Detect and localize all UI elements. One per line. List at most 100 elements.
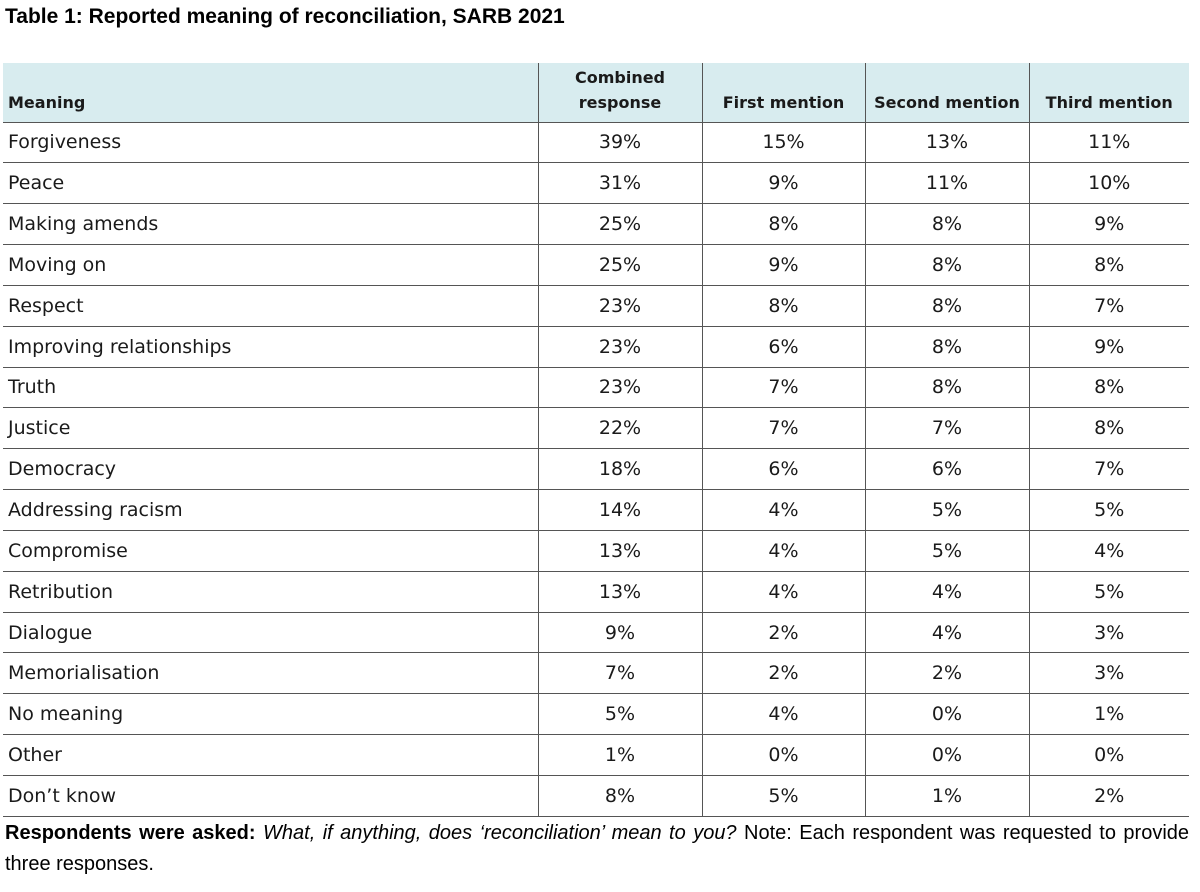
cell-second-mention: 5% <box>864 489 1029 531</box>
cell-combined-response: 31% <box>537 162 702 205</box>
cell-third-mention: 3% <box>1028 612 1189 654</box>
table-row: Peace 31% 9% 11% 10% <box>3 162 1189 205</box>
table-row: Addressing racism 14% 4% 5% 5% <box>3 489 1189 531</box>
table-row: Compromise 13% 4% 5% 4% <box>3 530 1189 572</box>
cell-combined-response: 25% <box>537 203 702 246</box>
header-first-mention: First mention <box>701 63 865 123</box>
cell-meaning: No meaning <box>3 693 538 736</box>
cell-second-mention: 8% <box>864 285 1029 327</box>
cell-second-mention: 0% <box>864 734 1029 776</box>
table-title: Table 1: Reported meaning of reconciliat… <box>5 5 565 28</box>
cell-third-mention: 1% <box>1028 693 1189 736</box>
cell-third-mention: 10% <box>1028 162 1189 205</box>
table-row: Forgiveness 39% 15% 13% 11% <box>3 122 1189 164</box>
table-row: Moving on 25% 9% 8% 8% <box>3 244 1189 286</box>
cell-third-mention: 3% <box>1028 652 1189 695</box>
cell-combined-response: 5% <box>537 693 702 736</box>
cell-second-mention: 0% <box>864 693 1029 736</box>
cell-meaning: Retribution <box>3 571 538 613</box>
cell-first-mention: 4% <box>701 489 865 531</box>
cell-second-mention: 2% <box>864 652 1029 695</box>
cell-second-mention: 8% <box>864 326 1029 368</box>
cell-meaning: Peace <box>3 162 538 205</box>
table-row: Improving relationships 23% 6% 8% 9% <box>3 326 1189 368</box>
cell-first-mention: 2% <box>701 652 865 695</box>
cell-meaning: Justice <box>3 407 538 450</box>
cell-second-mention: 5% <box>864 530 1029 572</box>
cell-third-mention: 0% <box>1028 734 1189 776</box>
table-row: Truth 23% 7% 8% 8% <box>3 367 1189 409</box>
cell-combined-response: 13% <box>537 571 702 613</box>
cell-meaning: Other <box>3 734 538 776</box>
footnote: Respondents were asked: What, if anythin… <box>5 818 1189 880</box>
table-row: Dialogue 9% 2% 4% 3% <box>3 612 1189 654</box>
cell-first-mention: 15% <box>701 122 865 164</box>
cell-third-mention: 5% <box>1028 571 1189 613</box>
cell-first-mention: 4% <box>701 530 865 572</box>
cell-first-mention: 8% <box>701 285 865 327</box>
cell-meaning: Memorialisation <box>3 652 538 695</box>
cell-meaning: Respect <box>3 285 538 327</box>
cell-first-mention: 6% <box>701 448 865 491</box>
cell-third-mention: 7% <box>1028 285 1189 327</box>
cell-first-mention: 7% <box>701 367 865 409</box>
cell-third-mention: 2% <box>1028 775 1189 817</box>
cell-second-mention: 6% <box>864 448 1029 491</box>
footnote-lead: Respondents were asked: <box>5 822 256 844</box>
table-row: Making amends 25% 8% 8% 9% <box>3 203 1189 246</box>
cell-meaning: Compromise <box>3 530 538 572</box>
footnote-note: Note: Each respondent was requested to p… <box>5 822 1190 875</box>
reconciliation-table: Meaning Combined response First mention … <box>3 63 1189 817</box>
cell-third-mention: 9% <box>1028 203 1189 246</box>
cell-combined-response: 13% <box>537 530 702 572</box>
cell-meaning: Addressing racism <box>3 489 538 531</box>
cell-second-mention: 7% <box>864 407 1029 450</box>
table-row: Respect 23% 8% 8% 7% <box>3 285 1189 327</box>
cell-second-mention: 4% <box>864 571 1029 613</box>
cell-combined-response: 23% <box>537 367 702 409</box>
table-row: Justice 22% 7% 7% 8% <box>3 407 1189 450</box>
cell-combined-response: 25% <box>537 244 702 286</box>
cell-third-mention: 9% <box>1028 326 1189 368</box>
table-body: Forgiveness 39% 15% 13% 11% Peace 31% 9% 11% 10% M… <box>3 122 1189 817</box>
header-second-mention: Second mention <box>864 63 1029 123</box>
cell-combined-response: 22% <box>537 407 702 450</box>
cell-first-mention: 7% <box>701 407 865 450</box>
cell-first-mention: 8% <box>701 203 865 246</box>
table-row: Other 1% 0% 0% 0% <box>3 734 1189 776</box>
cell-meaning: Making amends <box>3 203 538 246</box>
cell-combined-response: 7% <box>537 652 702 695</box>
cell-combined-response: 23% <box>537 326 702 368</box>
cell-second-mention: 8% <box>864 244 1029 286</box>
cell-combined-response: 9% <box>537 612 702 654</box>
table-row: No meaning 5% 4% 0% 1% <box>3 693 1189 736</box>
table-row: Retribution 13% 4% 4% 5% <box>3 571 1189 613</box>
cell-meaning: Dialogue <box>3 612 538 654</box>
header-third-mention: Third mention <box>1028 63 1189 123</box>
cell-second-mention: 13% <box>864 122 1029 164</box>
header-meaning: Meaning <box>3 63 538 123</box>
cell-combined-response: 14% <box>537 489 702 531</box>
table-row: Memorialisation 7% 2% 2% 3% <box>3 652 1189 695</box>
cell-meaning: Forgiveness <box>3 122 538 164</box>
cell-second-mention: 1% <box>864 775 1029 817</box>
table-row: Don’t know 8% 5% 1% 2% <box>3 775 1189 817</box>
cell-first-mention: 9% <box>701 162 865 205</box>
cell-first-mention: 9% <box>701 244 865 286</box>
cell-first-mention: 6% <box>701 326 865 368</box>
cell-first-mention: 5% <box>701 775 865 817</box>
table-row: Democracy 18% 6% 6% 7% <box>3 448 1189 491</box>
cell-second-mention: 11% <box>864 162 1029 205</box>
cell-first-mention: 4% <box>701 693 865 736</box>
cell-third-mention: 5% <box>1028 489 1189 531</box>
cell-third-mention: 7% <box>1028 448 1189 491</box>
cell-first-mention: 4% <box>701 571 865 613</box>
cell-meaning: Moving on <box>3 244 538 286</box>
cell-third-mention: 8% <box>1028 407 1189 450</box>
cell-second-mention: 8% <box>864 367 1029 409</box>
header-row: Meaning Combined response First mention … <box>3 63 1189 123</box>
cell-first-mention: 2% <box>701 612 865 654</box>
cell-meaning: Improving relationships <box>3 326 538 368</box>
cell-combined-response: 39% <box>537 122 702 164</box>
cell-combined-response: 18% <box>537 448 702 491</box>
